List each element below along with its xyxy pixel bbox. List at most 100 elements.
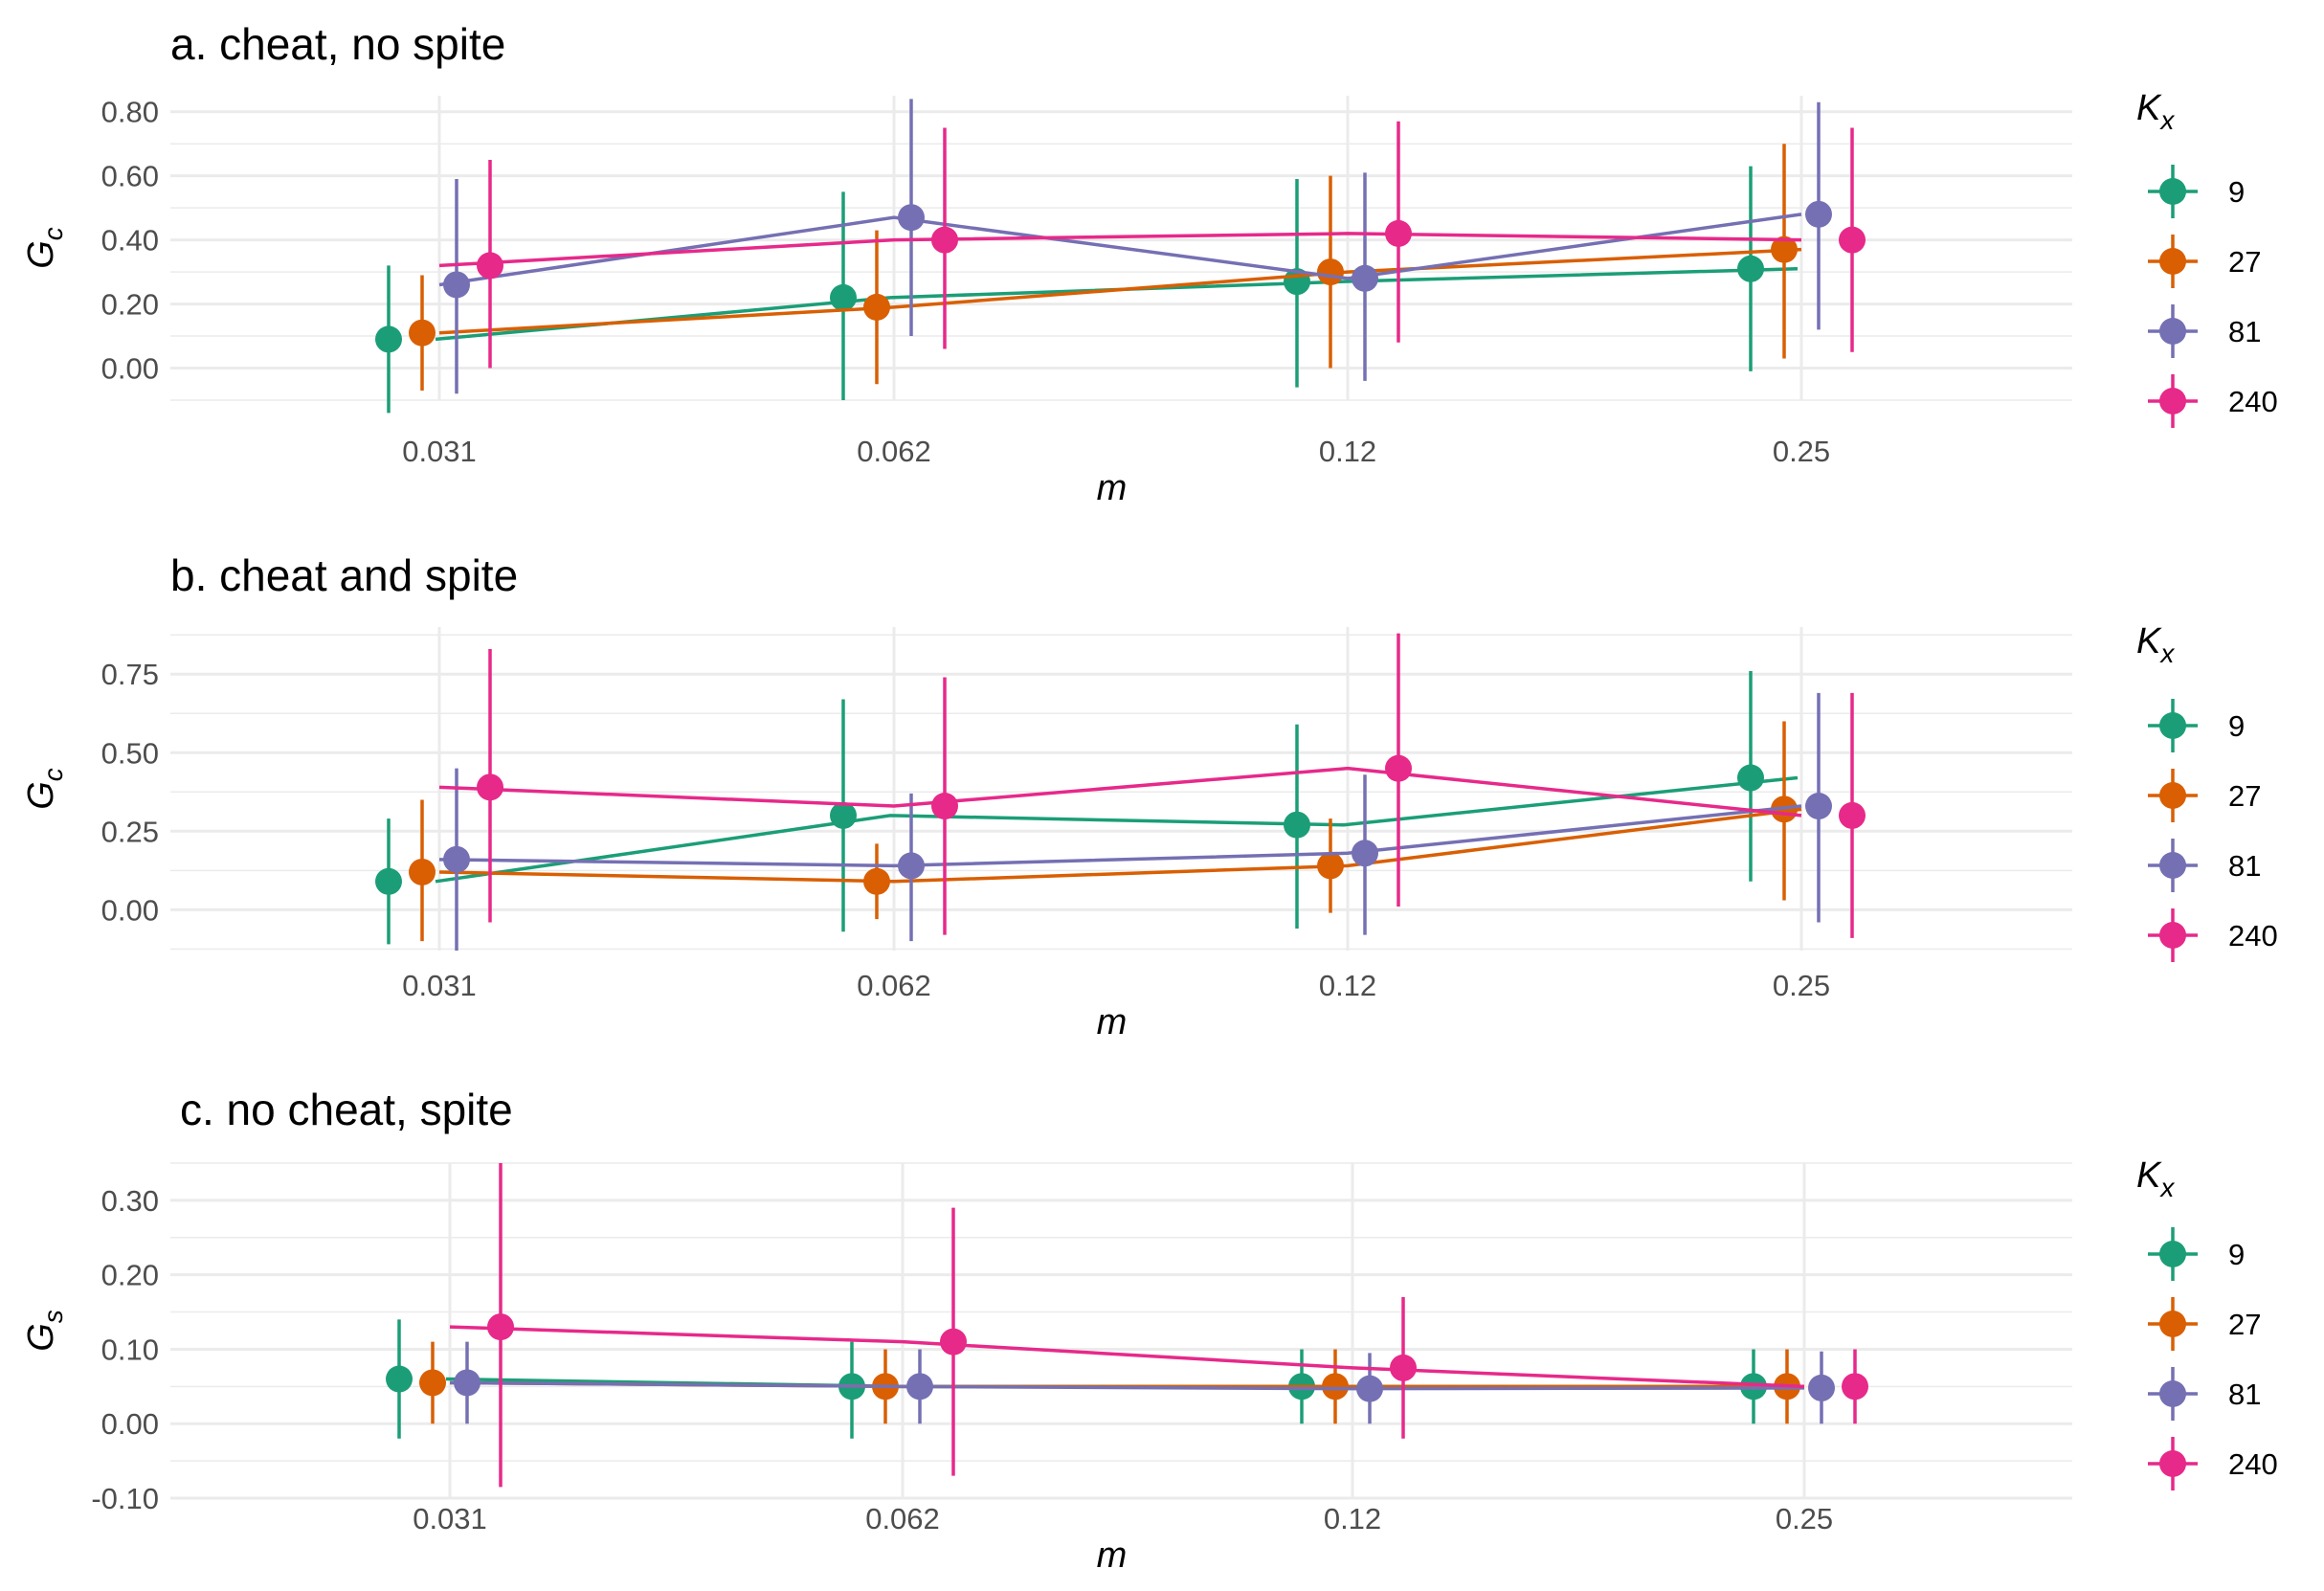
legend-label: 27: [2228, 1308, 2261, 1341]
data-point: [1317, 258, 1344, 286]
legend-label: 240: [2228, 1447, 2278, 1481]
y-tick-label: 0.50: [101, 736, 159, 770]
data-point: [940, 1328, 967, 1356]
x-tick-label: 0.25: [1776, 1502, 1833, 1535]
y-axis-title-sub: c: [38, 768, 68, 781]
series-9: [375, 670, 1799, 945]
legend-label: 27: [2228, 245, 2261, 279]
x-tick-label: 0.12: [1319, 435, 1376, 468]
legend-item-9: 9: [2148, 165, 2245, 218]
data-point: [1352, 840, 1378, 867]
legend: Kx 9 27 81 240: [2136, 621, 2278, 962]
legend-item-81: 81: [2148, 1367, 2261, 1421]
legend-key-point: [2159, 178, 2186, 205]
chart-title: b. cheat and spite: [170, 550, 518, 600]
legend-key-point: [2159, 782, 2186, 809]
x-tick-label: 0.12: [1324, 1502, 1381, 1535]
y-tick-label: 0.00: [101, 1407, 159, 1441]
legend-key-point: [2159, 1450, 2186, 1477]
legend-item-27: 27: [2148, 235, 2261, 288]
data-point: [419, 1369, 446, 1397]
data-point: [1356, 1375, 1383, 1402]
data-point: [1322, 1373, 1349, 1401]
legend-item-240: 240: [2148, 374, 2278, 428]
y-tick-label: 0.75: [101, 658, 159, 691]
panel-b: b. cheat and spite 0.00 0.25 0.50 0.75 0.031 0…: [21, 550, 2278, 1042]
y-axis-title: Gs: [21, 1310, 68, 1352]
series-line: [438, 247, 1802, 335]
legend-title: Kx: [2136, 621, 2175, 668]
legend-title-sub: x: [2158, 105, 2175, 135]
legend-item-27: 27: [2148, 769, 2261, 822]
series-9: [375, 166, 1799, 414]
legend-item-81: 81: [2148, 839, 2261, 892]
y-tick-label: 0.20: [101, 288, 159, 322]
legend-title-main: K: [2136, 1155, 2162, 1196]
data-point: [1390, 1354, 1417, 1381]
series-line: [438, 232, 1802, 268]
legend-title: Kx: [2136, 88, 2175, 135]
data-point: [931, 793, 958, 820]
y-axis-title: Gc: [21, 768, 68, 810]
data-point: [409, 858, 436, 885]
data-point: [1771, 235, 1798, 263]
legend-label: 27: [2228, 779, 2261, 813]
data-point: [863, 293, 890, 321]
panel-c: c. no cheat, spite -0.10 0.00 0.10 0.20 0.30 0…: [21, 1085, 2278, 1576]
data-point: [1352, 264, 1378, 292]
data-point: [1737, 764, 1764, 792]
legend-label: 81: [2228, 315, 2261, 348]
x-tick-label: 0.062: [865, 1502, 940, 1535]
x-tick-label: 0.031: [402, 435, 477, 468]
data-point: [1842, 1373, 1868, 1401]
legend-item-240: 240: [2148, 1437, 2278, 1490]
legend: Kx 9 27 81 240: [2136, 1155, 2278, 1490]
legend-item-9: 9: [2148, 1227, 2245, 1281]
series-line: [438, 804, 1802, 868]
y-tick-label: -0.10: [91, 1482, 159, 1515]
y-axis-title-main: G: [21, 240, 61, 269]
series-line: [438, 766, 1802, 818]
y-axis-title-sub: c: [38, 227, 68, 240]
x-tick-label: 0.031: [413, 1502, 487, 1535]
legend-title-sub: x: [2158, 1173, 2175, 1202]
y-tick-label: 0.00: [101, 352, 159, 386]
series-240: [438, 121, 1866, 369]
data-point: [386, 1365, 413, 1393]
legend-item-81: 81: [2148, 304, 2261, 358]
legend-key-point: [2159, 1241, 2186, 1267]
y-tick-label: 0.40: [101, 224, 159, 258]
y-tick-label: 0.80: [101, 96, 159, 129]
legend-key-point: [2159, 1380, 2186, 1407]
data-point: [1839, 226, 1866, 254]
data-point: [1385, 754, 1412, 782]
data-point: [477, 773, 503, 801]
legend-key-point: [2159, 1311, 2186, 1337]
legend-title: Kx: [2136, 1155, 2175, 1202]
y-axis-title-sub: s: [38, 1310, 68, 1323]
legend-title-sub: x: [2158, 639, 2175, 668]
chart-title: a. cheat, no spite: [170, 19, 505, 69]
legend-key-point: [2159, 712, 2186, 739]
y-tick-label: 0.10: [101, 1333, 159, 1366]
series-line: [435, 775, 1799, 884]
series-line: [449, 1325, 1805, 1389]
data-point: [931, 226, 958, 254]
data-point: [898, 852, 925, 880]
data-point: [375, 867, 402, 895]
data-point: [830, 801, 857, 829]
series-240: [449, 1163, 1868, 1488]
series-240: [438, 633, 1866, 938]
legend-item-240: 240: [2148, 908, 2278, 962]
legend-item-27: 27: [2148, 1297, 2261, 1351]
data-point: [454, 1369, 480, 1397]
data-point: [477, 252, 503, 280]
legend-label: 240: [2228, 385, 2278, 418]
legend-key-point: [2159, 318, 2186, 345]
data-point: [1839, 801, 1866, 829]
data-point: [830, 283, 857, 311]
legend-label: 81: [2228, 849, 2261, 883]
data-point: [443, 845, 470, 873]
data-point: [1737, 255, 1764, 282]
x-tick-label: 0.062: [857, 435, 931, 468]
